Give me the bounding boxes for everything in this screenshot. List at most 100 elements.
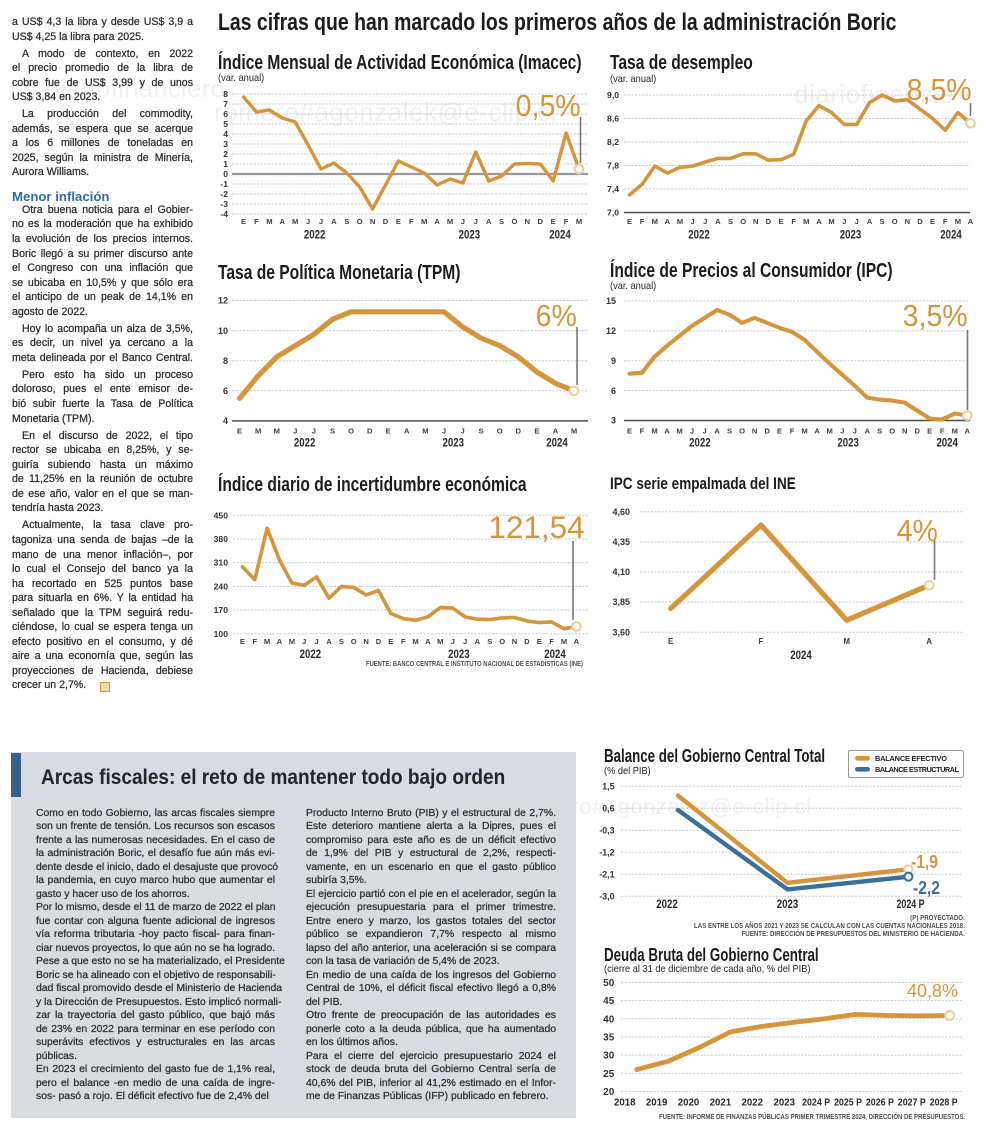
svg-text:F: F <box>759 637 764 646</box>
svg-text:J: J <box>312 426 316 435</box>
svg-text:20: 20 <box>603 1087 615 1098</box>
svg-text:D: D <box>524 637 530 646</box>
svg-text:A: A <box>664 426 670 435</box>
svg-text:E: E <box>388 637 393 646</box>
svg-text:N: N <box>512 637 517 646</box>
svg-text:2024: 2024 <box>940 230 962 242</box>
svg-text:J: J <box>474 217 478 226</box>
svg-text:J: J <box>855 217 859 226</box>
svg-text:2022: 2022 <box>656 899 678 911</box>
svg-text:J: J <box>703 217 707 226</box>
svg-text:F: F <box>401 637 406 646</box>
svg-text:M: M <box>952 426 958 435</box>
svg-text:S: S <box>727 426 732 435</box>
svg-text:F: F <box>943 217 948 226</box>
svg-text:M: M <box>292 217 298 226</box>
svg-text:M: M <box>289 637 295 646</box>
svg-text:2025 P: 2025 P <box>834 1097 862 1109</box>
svg-text:M: M <box>955 217 961 226</box>
svg-text:F: F <box>564 217 569 226</box>
svg-text:0: 0 <box>223 169 228 179</box>
svg-text:M: M <box>255 426 261 435</box>
svg-text:25: 25 <box>603 1069 615 1080</box>
svg-text:4: 4 <box>223 416 228 426</box>
svg-text:10: 10 <box>218 326 228 336</box>
svg-text:S: S <box>344 217 349 226</box>
svg-text:2022: 2022 <box>689 437 711 449</box>
svg-text:F: F <box>252 637 257 646</box>
svg-text:O: O <box>512 217 518 226</box>
svg-text:J: J <box>463 637 467 646</box>
svg-text:A: A <box>277 637 283 646</box>
svg-text:100: 100 <box>214 629 229 639</box>
svg-text:8: 8 <box>223 89 228 99</box>
svg-text:2024 P: 2024 P <box>897 899 925 911</box>
svg-text:E: E <box>386 426 391 435</box>
svg-text:D: D <box>764 426 770 435</box>
svg-text:E: E <box>779 217 784 226</box>
svg-text:A: A <box>926 637 932 646</box>
svg-text:2023: 2023 <box>443 437 465 449</box>
svg-text:4: 4 <box>223 129 228 139</box>
svg-text:240: 240 <box>214 581 229 591</box>
svg-text:M: M <box>676 426 682 435</box>
svg-text:J: J <box>302 637 306 646</box>
svg-text:2022: 2022 <box>294 437 316 449</box>
svg-text:380: 380 <box>214 534 229 544</box>
svg-text:2024: 2024 <box>936 437 958 449</box>
svg-text:N: N <box>902 426 907 435</box>
svg-text:2021: 2021 <box>710 1097 732 1109</box>
svg-text:S: S <box>487 637 492 646</box>
svg-text:O: O <box>351 637 357 646</box>
svg-text:2022: 2022 <box>304 230 326 242</box>
svg-text:E: E <box>777 426 782 435</box>
svg-text:N: N <box>363 637 368 646</box>
svg-text:7,4: 7,4 <box>607 184 619 194</box>
svg-text:M: M <box>828 217 834 226</box>
svg-text:O: O <box>740 217 746 226</box>
svg-text:M: M <box>651 426 657 435</box>
svg-text:S: S <box>880 217 885 226</box>
svg-text:310: 310 <box>214 558 229 568</box>
svg-text:J: J <box>702 426 706 435</box>
svg-text:M: M <box>447 217 453 226</box>
svg-text:M: M <box>576 217 582 226</box>
svg-text:2018: 2018 <box>614 1097 636 1109</box>
svg-text:F: F <box>640 217 645 226</box>
svg-text:170: 170 <box>214 605 229 615</box>
svg-text:O: O <box>348 426 354 435</box>
svg-text:J: J <box>314 637 318 646</box>
svg-text:S: S <box>330 426 335 435</box>
svg-text:M: M <box>421 217 427 226</box>
svg-text:J: J <box>461 217 465 226</box>
svg-text:-3,0: -3,0 <box>599 891 614 901</box>
svg-text:9: 9 <box>611 356 616 366</box>
svg-text:-1,2: -1,2 <box>599 847 614 857</box>
svg-text:A: A <box>574 637 580 646</box>
svg-text:J: J <box>319 217 323 226</box>
svg-text:-4: -4 <box>220 209 228 219</box>
svg-text:FUENTE: INFORME DE FINANZAS PÚ: FUENTE: INFORME DE FINANZAS PÚBLICAS PRI… <box>659 1112 965 1121</box>
svg-text:35: 35 <box>603 1033 615 1044</box>
svg-text:S: S <box>499 217 504 226</box>
svg-text:J: J <box>451 637 455 646</box>
svg-text:J: J <box>442 426 446 435</box>
svg-text:FUENTE: BANCO CENTRAL E INSTIT: FUENTE: BANCO CENTRAL E INSTITUTO NACION… <box>366 659 583 668</box>
svg-text:2024 P: 2024 P <box>802 1097 830 1109</box>
svg-text:8: 8 <box>223 356 228 366</box>
svg-text:M: M <box>437 637 443 646</box>
svg-text:D: D <box>383 217 389 226</box>
svg-text:BALANCE EFECTIVO: BALANCE EFECTIVO <box>875 754 947 763</box>
svg-text:M: M <box>652 217 658 226</box>
svg-text:O: O <box>499 637 505 646</box>
svg-text:A: A <box>326 637 332 646</box>
svg-text:2024: 2024 <box>546 437 568 449</box>
svg-text:2026 P: 2026 P <box>866 1097 894 1109</box>
svg-text:A: A <box>665 217 671 226</box>
svg-text:E: E <box>927 426 932 435</box>
svg-text:D: D <box>367 426 373 435</box>
svg-text:-1: -1 <box>220 179 228 189</box>
svg-text:A: A <box>475 637 481 646</box>
svg-text:A: A <box>425 637 431 646</box>
svg-text:7,8: 7,8 <box>607 161 619 171</box>
